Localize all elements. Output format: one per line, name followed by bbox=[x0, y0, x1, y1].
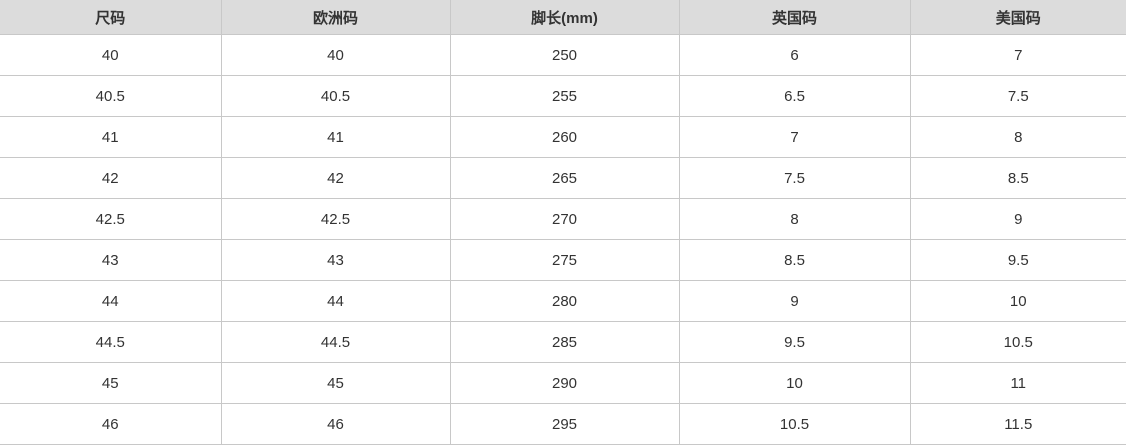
cell-size: 45 bbox=[0, 362, 221, 404]
cell-eu-size: 40 bbox=[220, 34, 450, 76]
cell-us-size: 11.5 bbox=[909, 403, 1126, 445]
header-size: 尺码 bbox=[0, 0, 221, 35]
header-row: 尺码 欧洲码 脚长(mm) 英国码 美国码 bbox=[0, 0, 1126, 35]
cell-uk-size: 6 bbox=[678, 34, 910, 76]
cell-eu-size: 42.5 bbox=[220, 198, 450, 240]
cell-size: 44 bbox=[0, 280, 221, 322]
header-eu-size: 欧洲码 bbox=[220, 0, 450, 35]
cell-us-size: 10.5 bbox=[909, 321, 1126, 363]
table-row: 42.5 42.5 270 8 9 bbox=[0, 198, 1126, 240]
cell-us-size: 9 bbox=[909, 198, 1126, 240]
cell-foot-length: 275 bbox=[449, 239, 679, 281]
cell-uk-size: 10.5 bbox=[678, 403, 910, 445]
cell-eu-size: 45 bbox=[220, 362, 450, 404]
cell-foot-length: 290 bbox=[449, 362, 679, 404]
cell-us-size: 7 bbox=[909, 34, 1126, 76]
cell-foot-length: 285 bbox=[449, 321, 679, 363]
cell-eu-size: 40.5 bbox=[220, 75, 450, 117]
table-row: 43 43 275 8.5 9.5 bbox=[0, 239, 1126, 281]
cell-uk-size: 9.5 bbox=[678, 321, 910, 363]
cell-eu-size: 44.5 bbox=[220, 321, 450, 363]
cell-uk-size: 7 bbox=[678, 116, 910, 158]
header-uk-size: 英国码 bbox=[678, 0, 910, 35]
cell-size: 43 bbox=[0, 239, 221, 281]
table-row: 40.5 40.5 255 6.5 7.5 bbox=[0, 75, 1126, 117]
table-row: 42 42 265 7.5 8.5 bbox=[0, 157, 1126, 199]
cell-size: 41 bbox=[0, 116, 221, 158]
table-row: 44 44 280 9 10 bbox=[0, 280, 1126, 322]
cell-us-size: 9.5 bbox=[909, 239, 1126, 281]
cell-foot-length: 270 bbox=[449, 198, 679, 240]
cell-us-size: 8.5 bbox=[909, 157, 1126, 199]
cell-size: 44.5 bbox=[0, 321, 221, 363]
cell-size: 46 bbox=[0, 403, 221, 445]
cell-us-size: 8 bbox=[909, 116, 1126, 158]
cell-size: 40 bbox=[0, 34, 221, 76]
cell-uk-size: 8 bbox=[678, 198, 910, 240]
cell-uk-size: 8.5 bbox=[678, 239, 910, 281]
cell-eu-size: 46 bbox=[220, 403, 450, 445]
cell-uk-size: 10 bbox=[678, 362, 910, 404]
cell-foot-length: 260 bbox=[449, 116, 679, 158]
table-row: 44.5 44.5 285 9.5 10.5 bbox=[0, 321, 1126, 363]
cell-uk-size: 9 bbox=[678, 280, 910, 322]
table-row: 45 45 290 10 11 bbox=[0, 362, 1126, 404]
cell-foot-length: 265 bbox=[449, 157, 679, 199]
cell-foot-length: 250 bbox=[449, 34, 679, 76]
table-row: 40 40 250 6 7 bbox=[0, 34, 1126, 76]
cell-size: 40.5 bbox=[0, 75, 221, 117]
cell-size: 42.5 bbox=[0, 198, 221, 240]
cell-eu-size: 41 bbox=[220, 116, 450, 158]
cell-size: 42 bbox=[0, 157, 221, 199]
cell-eu-size: 42 bbox=[220, 157, 450, 199]
header-us-size: 美国码 bbox=[909, 0, 1126, 35]
cell-foot-length: 280 bbox=[449, 280, 679, 322]
cell-us-size: 7.5 bbox=[909, 75, 1126, 117]
cell-eu-size: 44 bbox=[220, 280, 450, 322]
cell-uk-size: 6.5 bbox=[678, 75, 910, 117]
cell-foot-length: 295 bbox=[449, 403, 679, 445]
table-row: 41 41 260 7 8 bbox=[0, 116, 1126, 158]
table-row: 46 46 295 10.5 11.5 bbox=[0, 403, 1126, 445]
cell-foot-length: 255 bbox=[449, 75, 679, 117]
cell-us-size: 10 bbox=[909, 280, 1126, 322]
cell-us-size: 11 bbox=[909, 362, 1126, 404]
cell-eu-size: 43 bbox=[220, 239, 450, 281]
header-foot-length: 脚长(mm) bbox=[449, 0, 679, 35]
cell-uk-size: 7.5 bbox=[678, 157, 910, 199]
